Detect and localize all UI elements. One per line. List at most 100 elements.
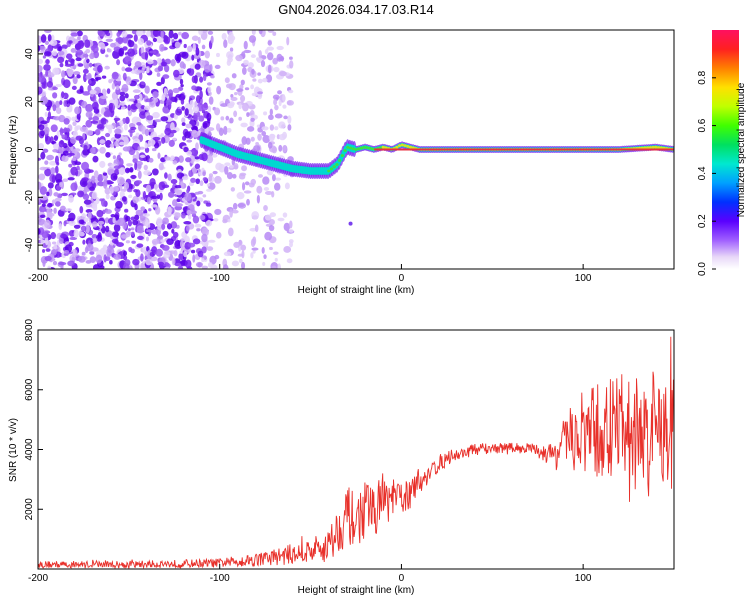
- noise-blob: [162, 230, 169, 237]
- noise-blob: [133, 94, 140, 100]
- noise-blob: [202, 177, 208, 182]
- noise-blob: [91, 233, 98, 239]
- noise-blob: [196, 228, 201, 232]
- noise-blob: [127, 228, 131, 232]
- noise-blob: [75, 168, 79, 177]
- noise-blob: [157, 235, 164, 240]
- noise-blob: [250, 178, 257, 186]
- noise-blob: [249, 227, 257, 232]
- noise-blob: [144, 250, 148, 257]
- noise-blob: [233, 241, 240, 249]
- noise-blob: [68, 97, 76, 105]
- noise-blob: [160, 61, 168, 67]
- noise-blob: [170, 59, 176, 67]
- noise-blob: [289, 56, 293, 60]
- noise-blob: [108, 102, 114, 110]
- noise-blob: [40, 98, 49, 104]
- noise-blob: [158, 181, 166, 191]
- noise-blob: [271, 265, 277, 269]
- noise-blob: [232, 202, 238, 210]
- noise-blob: [84, 39, 91, 48]
- noise-blob: [160, 76, 165, 85]
- noise-blob: [65, 53, 73, 60]
- spectrogram-ylabel: Frequency (Hz): [8, 116, 19, 185]
- noise-blob: [213, 218, 219, 222]
- noise-blob: [184, 192, 192, 202]
- noise-blob: [63, 99, 67, 107]
- noise-blob: [226, 127, 232, 133]
- signal-core: [406, 144, 410, 148]
- noise-blob: [201, 152, 208, 162]
- noise-blob: [85, 259, 92, 264]
- noise-blob: [63, 220, 67, 227]
- noise-blob: [201, 258, 205, 263]
- noise-blob: [110, 42, 116, 48]
- noise-blob: [189, 100, 194, 108]
- noise-blob: [115, 85, 120, 91]
- noise-blob: [143, 105, 151, 111]
- noise-blob: [70, 32, 79, 37]
- noise-blob: [168, 30, 174, 39]
- noise-blob: [59, 181, 64, 188]
- noise-blob: [195, 261, 203, 268]
- noise-blob: [250, 84, 255, 90]
- spectrogram-ytick-label: 0: [24, 146, 35, 152]
- noise-blob: [141, 125, 146, 135]
- noise-blob: [136, 69, 143, 74]
- noise-blob: [286, 36, 290, 46]
- noise-blob: [97, 64, 103, 73]
- noise-blob: [69, 254, 76, 263]
- noise-blob: [243, 40, 248, 50]
- noise-blob: [38, 58, 44, 65]
- noise-blob: [288, 229, 294, 233]
- noise-blob: [251, 211, 260, 220]
- noise-blob: [148, 208, 152, 212]
- noise-blob: [107, 244, 114, 251]
- noise-blob: [52, 86, 58, 91]
- noise-blob: [126, 188, 133, 193]
- signal-core: [357, 147, 361, 151]
- noise-blob: [194, 156, 200, 160]
- noise-blob: [137, 37, 145, 45]
- noise-blob: [71, 248, 78, 257]
- noise-blob: [205, 188, 213, 192]
- noise-blob: [40, 34, 47, 43]
- noise-blob: [63, 250, 70, 254]
- noise-blob: [201, 233, 208, 243]
- noise-blob: [273, 251, 279, 255]
- noise-blob: [195, 47, 200, 56]
- noise-blob: [236, 88, 244, 92]
- noise-blob: [70, 182, 78, 192]
- noise-blob: [139, 111, 147, 119]
- noise-blob: [84, 52, 88, 61]
- noise-blob: [70, 59, 75, 67]
- noise-blob: [283, 115, 288, 120]
- noise-blob: [146, 249, 153, 259]
- noise-blob: [79, 85, 84, 93]
- snr-ylabel: SNR (10 * v/v): [8, 418, 19, 482]
- noise-blob: [92, 237, 98, 243]
- noise-blob: [76, 74, 81, 79]
- noise-blob: [163, 250, 171, 259]
- noise-blob: [229, 47, 234, 52]
- noise-blob: [67, 218, 72, 222]
- noise-blob: [113, 253, 122, 260]
- noise-blob: [256, 194, 260, 204]
- noise-blob: [256, 185, 263, 194]
- noise-blob: [289, 220, 293, 229]
- noise-blob: [215, 123, 221, 132]
- noise-blob: [240, 79, 245, 86]
- signal-core: [408, 145, 413, 149]
- noise-blob: [83, 217, 89, 223]
- noise-blob: [143, 170, 152, 176]
- noise-blob: [243, 190, 252, 194]
- noise-blob: [142, 246, 148, 251]
- noise-blob: [99, 224, 103, 229]
- noise-blob: [44, 30, 52, 34]
- noise-blob: [47, 202, 53, 208]
- noise-blob: [99, 247, 107, 255]
- noise-blob: [120, 101, 126, 106]
- noise-blob: [111, 82, 116, 90]
- noise-blob: [101, 75, 107, 79]
- noise-blob: [179, 78, 184, 85]
